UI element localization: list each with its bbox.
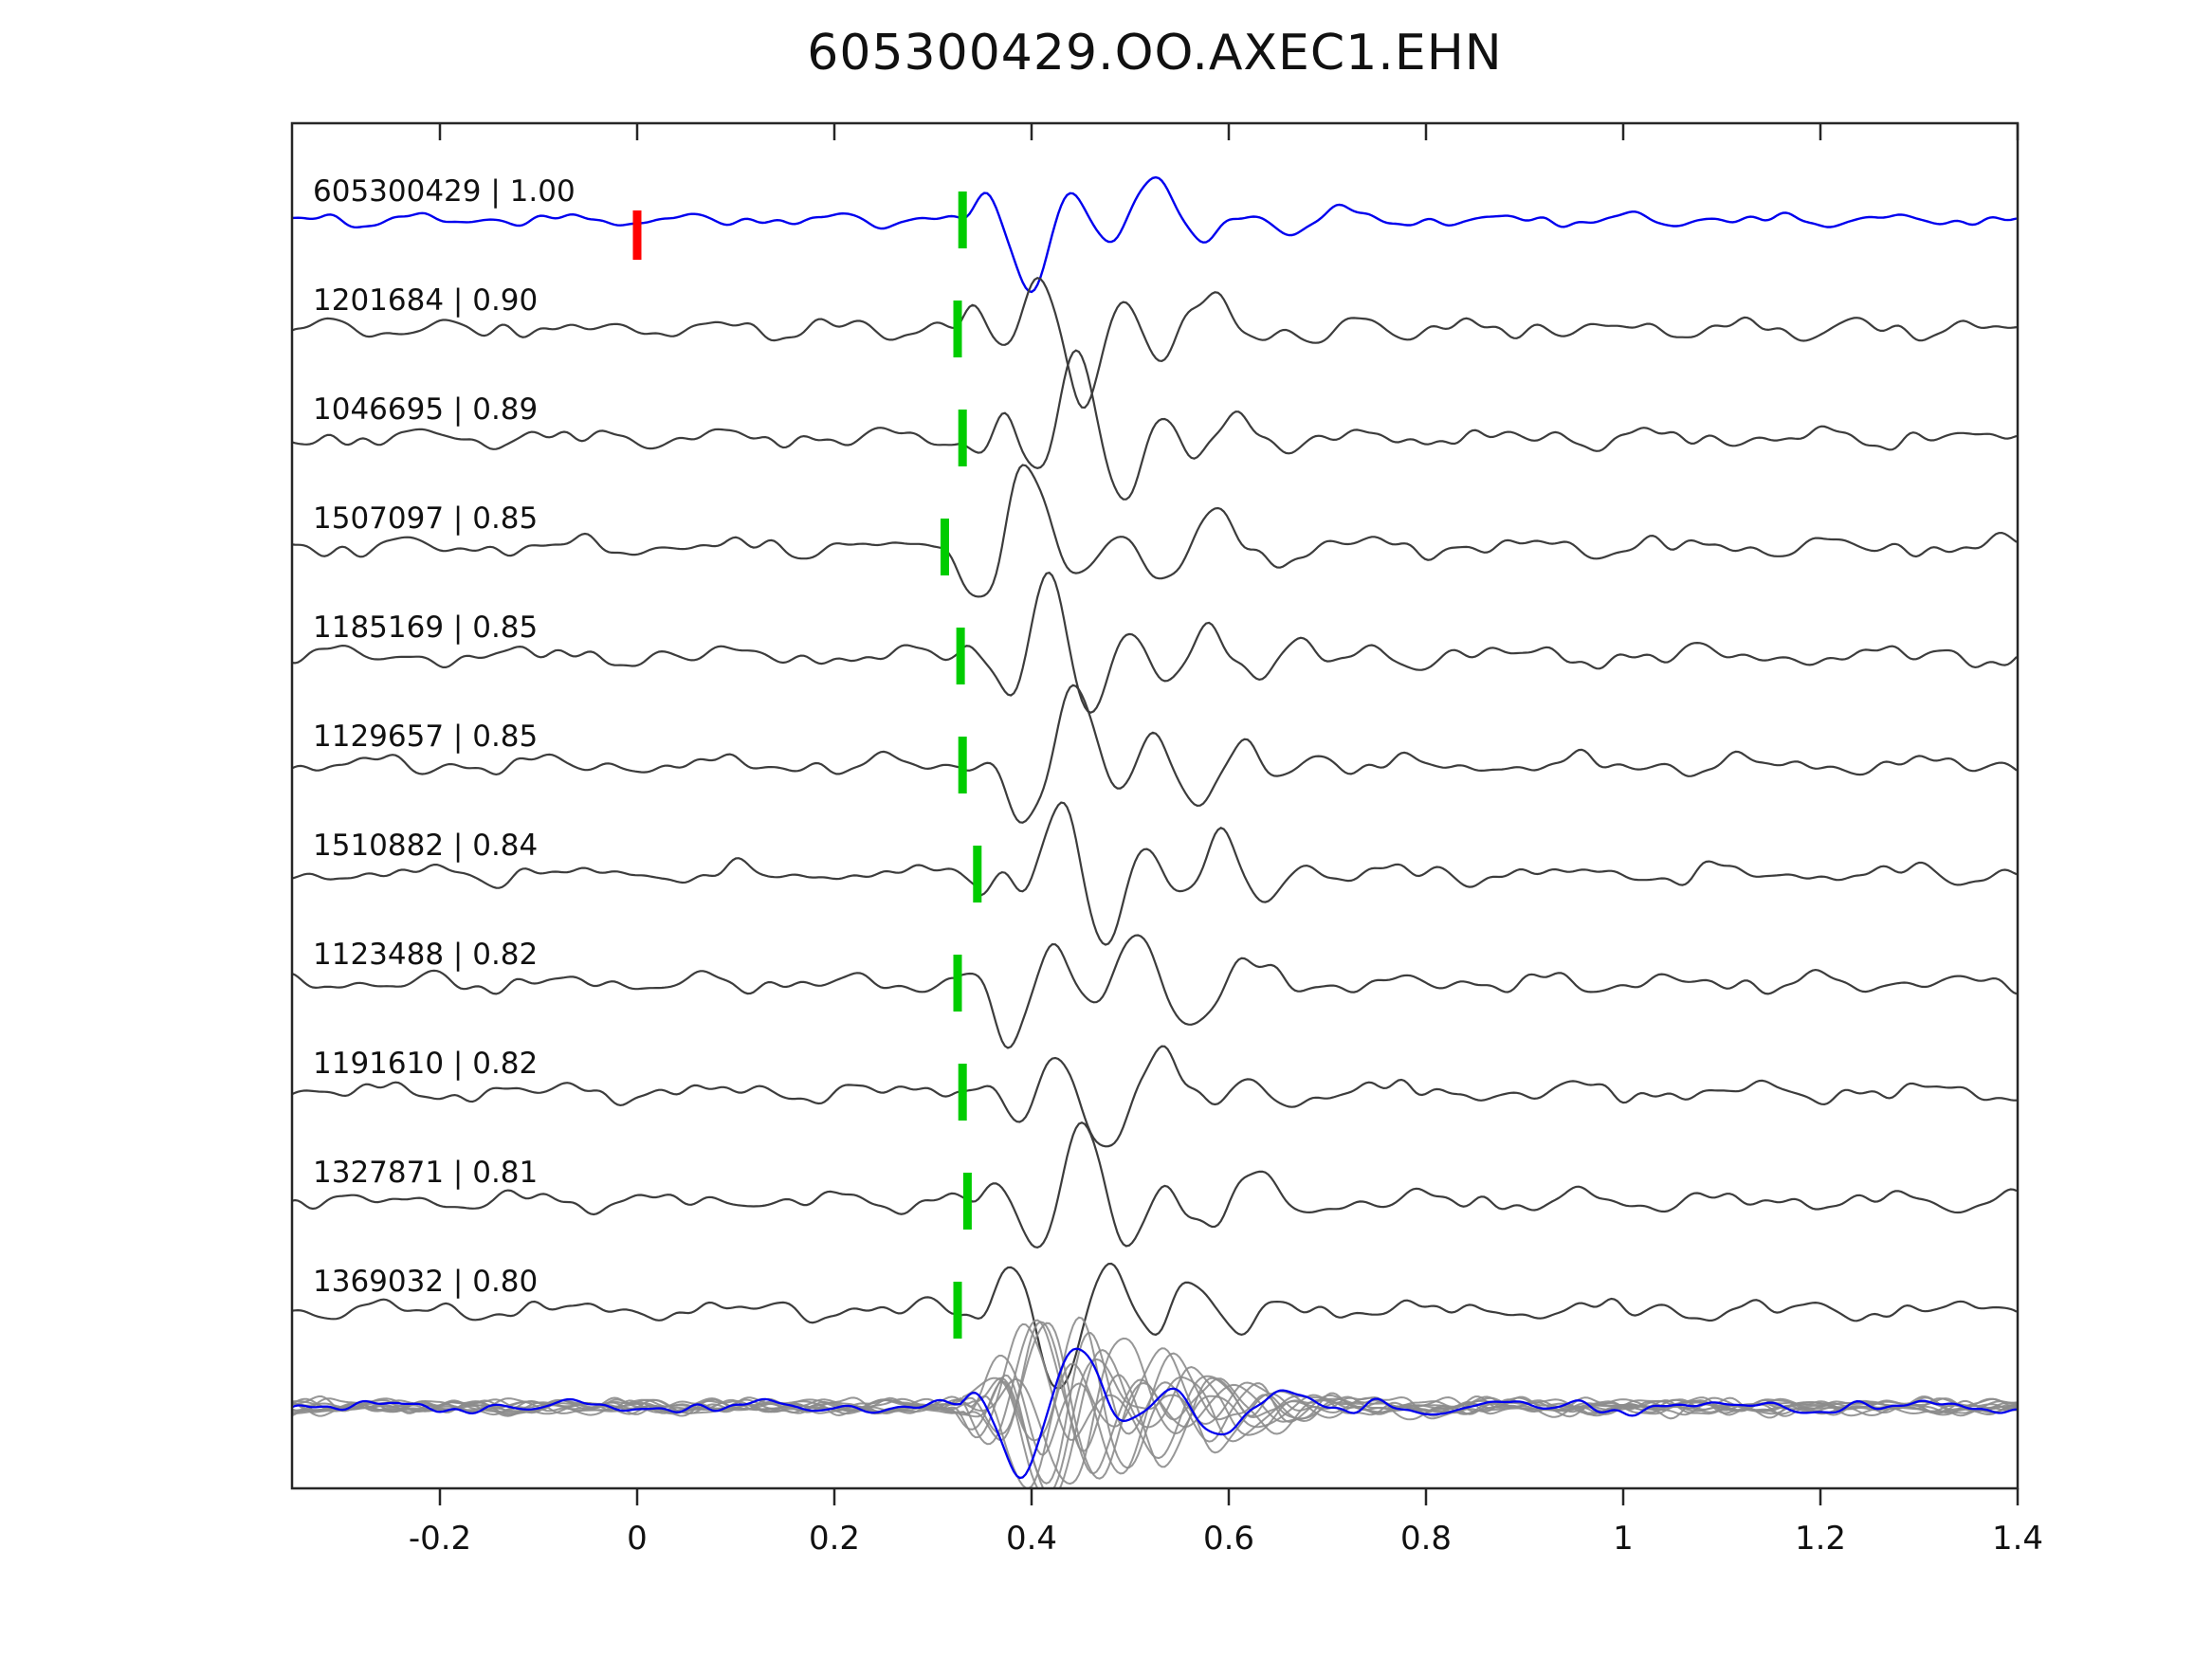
x-tick-label: -0.2	[409, 1520, 471, 1558]
trace-label: 1123488 | 0.82	[313, 938, 538, 972]
overlay-waveform	[292, 1349, 2018, 1488]
x-tick-label: 0.4	[1006, 1520, 1057, 1558]
axis-layer: -0.2 0 0.2 0.4 0.6 0.8 1 1.2 1.4	[290, 121, 2043, 1558]
x-tick-label: 0.2	[809, 1520, 860, 1558]
trace-label: 1129657 | 0.85	[313, 720, 538, 754]
detection-waveform	[292, 571, 2018, 714]
trace-label: 1191610 | 0.82	[313, 1047, 538, 1081]
x-tick-label: 1.4	[1992, 1520, 2043, 1558]
pick-markers-layer	[632, 191, 982, 1339]
trace-labels-layer: 605300429 | 1.00 1201684 | 0.90 1046695 | …	[313, 174, 576, 1299]
chart-title: 605300429.OO.AXEC1.EHN	[807, 25, 1503, 82]
plot-frame	[290, 121, 2020, 1490]
detection-waveform	[292, 1045, 2017, 1148]
trace-label: 1327871 | 0.81	[313, 1156, 538, 1190]
overlay-waveform	[292, 1316, 2018, 1468]
overlay-template-waveform	[292, 1347, 2018, 1480]
detection-waveform	[292, 1121, 2018, 1249]
detection-waveform	[292, 349, 2018, 501]
detection-waveform	[292, 277, 2018, 410]
x-tick-label: 0	[627, 1520, 648, 1558]
x-tick-label: 0.8	[1400, 1520, 1452, 1558]
overlay-waveform	[292, 1347, 2018, 1488]
trace-label: 1046695 | 0.89	[313, 392, 538, 427]
trace-label: 605300429 | 1.00	[313, 174, 576, 209]
detection-waveform	[292, 801, 2018, 946]
detection-waveform	[292, 934, 2018, 1049]
trace-label: 1185169 | 0.85	[313, 611, 538, 645]
overlay-waveform	[292, 1358, 2018, 1488]
x-tick-label: 1.2	[1795, 1520, 1846, 1558]
trace-label: 1201684 | 0.90	[313, 283, 538, 318]
detection-waveform	[292, 1262, 2018, 1390]
template-waveform	[292, 175, 2018, 294]
detection-waveform	[292, 464, 2018, 598]
traces-layer	[292, 175, 2018, 1488]
x-tick-label: 1	[1613, 1520, 1634, 1558]
trace-label: 1369032 | 0.80	[313, 1265, 538, 1299]
overlay-waveform	[292, 1322, 2018, 1460]
detection-waveform	[292, 684, 2018, 824]
trace-label: 1507097 | 0.85	[313, 501, 538, 536]
x-tick-label: 0.6	[1203, 1520, 1254, 1558]
overlay-waveform	[292, 1319, 2018, 1475]
trace-label: 1510882 | 0.84	[313, 829, 538, 863]
